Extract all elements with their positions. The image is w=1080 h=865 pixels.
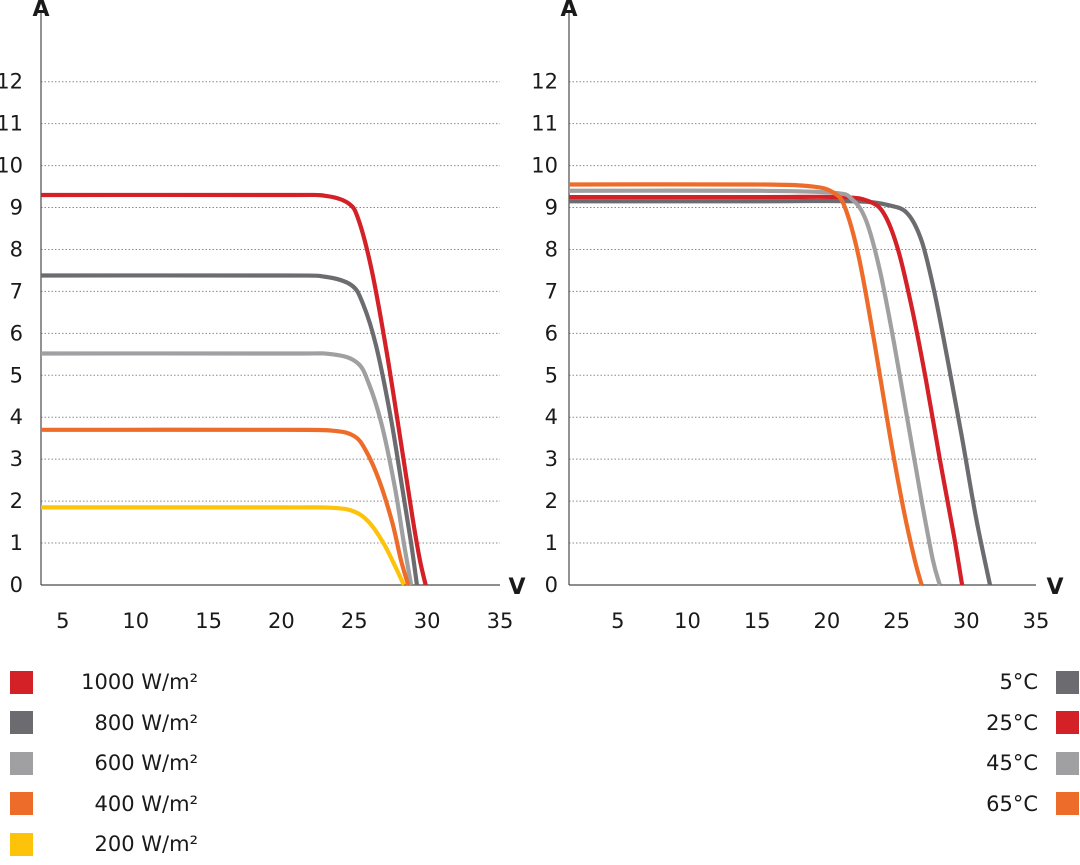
- y-tick-label: 8: [10, 237, 23, 261]
- legend-item: 600 W/m²: [10, 743, 210, 784]
- y-tick-label: 9: [10, 196, 23, 220]
- legend-label: 200 W/m²: [94, 832, 198, 857]
- legend-item: 800 W/m²: [10, 703, 210, 744]
- x-tick-label: 30: [414, 609, 441, 633]
- y-tick-label: 6: [10, 321, 23, 345]
- y-tick-label: 8: [545, 237, 558, 261]
- y-tick-label: 10: [531, 154, 558, 178]
- series-line: [569, 198, 993, 586]
- y-axis-label: A: [560, 0, 577, 22]
- legend-label: 5°C: [999, 670, 1038, 695]
- legend-item: 5°C: [840, 662, 1080, 703]
- legend-swatch: [10, 751, 33, 775]
- series-line: [40, 351, 414, 586]
- x-tick-label: 20: [814, 609, 841, 633]
- y-tick-label: 3: [545, 447, 558, 471]
- x-tick-label: 20: [268, 609, 295, 633]
- x-axis-label: V: [1046, 575, 1063, 600]
- irradiance-legend: 1000 W/m² 800 W/m² 600 W/m² 400 W/m² 200…: [10, 662, 210, 865]
- y-tick-label: 6: [545, 321, 558, 345]
- x-tick-label: 35: [1023, 609, 1050, 633]
- legend-item: 45°C: [840, 743, 1080, 784]
- legend-label: 45°C: [986, 751, 1038, 776]
- legend-item: 1000 W/m²: [10, 662, 210, 703]
- legend-swatch: [10, 670, 33, 694]
- legend-item: 25°C: [840, 703, 1080, 744]
- y-tick-label: 0: [10, 573, 23, 597]
- y-tick-label: 1: [10, 531, 23, 555]
- legend-swatch: [10, 711, 33, 735]
- y-tick-label: 0: [545, 573, 558, 597]
- legend-label: 25°C: [986, 710, 1038, 735]
- x-tick-label: 25: [341, 609, 368, 633]
- legend-swatch: [1056, 792, 1079, 816]
- y-tick-label: 4: [10, 405, 23, 429]
- y-tick-label: 9: [545, 196, 558, 220]
- y-tick-label: 2: [10, 489, 23, 513]
- y-tick-label: 12: [531, 70, 558, 94]
- y-tick-label: 11: [0, 112, 23, 136]
- legend-label: 1000 W/m²: [81, 670, 198, 695]
- legend-label: 600 W/m²: [94, 751, 198, 776]
- y-tick-label: 10: [0, 154, 23, 178]
- x-tick-label: 10: [674, 609, 701, 633]
- legend-label: 65°C: [986, 791, 1038, 816]
- y-tick-label: 1: [545, 531, 558, 555]
- x-tick-label: 10: [122, 609, 149, 633]
- legend-item: 200 W/m²: [10, 824, 210, 865]
- series-line: [569, 194, 965, 586]
- legend-swatch: [1056, 711, 1079, 735]
- y-axis-label: A: [32, 0, 49, 22]
- x-tick-label: 25: [883, 609, 910, 633]
- y-tick-label: 5: [10, 363, 23, 387]
- legend-swatch: [10, 792, 33, 816]
- temperature-legend: 5°C 25°C 45°C 65°C: [840, 662, 1080, 824]
- x-tick-label: 15: [744, 609, 771, 633]
- legend-item: 65°C: [840, 784, 1080, 825]
- legend-label: 400 W/m²: [94, 791, 198, 816]
- x-tick-label: 5: [56, 609, 69, 633]
- y-tick-label: 2: [545, 489, 558, 513]
- series-line: [40, 505, 406, 586]
- legend-item: 400 W/m²: [10, 784, 210, 825]
- series-line: [40, 273, 420, 586]
- x-tick-label: 35: [487, 609, 514, 633]
- series-line: [568, 182, 924, 586]
- y-tick-label: 3: [10, 447, 23, 471]
- legend-label: 800 W/m²: [94, 710, 198, 735]
- y-tick-label: 5: [545, 363, 558, 387]
- x-tick-label: 30: [953, 609, 980, 633]
- series-line: [568, 188, 942, 586]
- series-line: [40, 427, 411, 586]
- x-tick-label: 5: [611, 609, 624, 633]
- y-tick-label: 7: [10, 279, 23, 303]
- x-tick-label: 15: [195, 609, 222, 633]
- series-line: [40, 192, 428, 586]
- legend-swatch: [10, 832, 33, 856]
- legend-swatch: [1056, 670, 1079, 694]
- legend-swatch: [1056, 751, 1079, 775]
- y-tick-label: 4: [545, 405, 558, 429]
- y-tick-label: 7: [545, 279, 558, 303]
- y-tick-label: 12: [0, 70, 23, 94]
- y-tick-label: 11: [531, 112, 558, 136]
- x-axis-label: V: [508, 575, 525, 600]
